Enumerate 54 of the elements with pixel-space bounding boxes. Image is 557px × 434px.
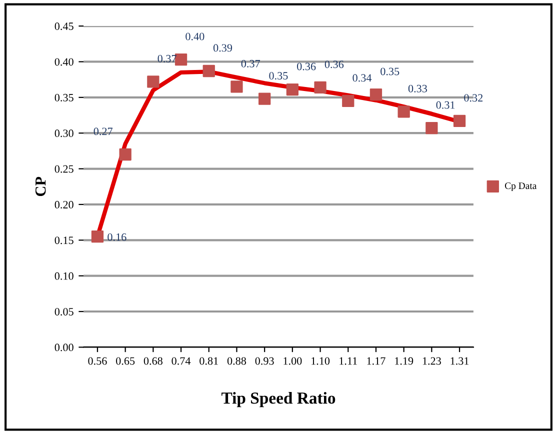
x-tick-label: 1.10 [312,357,330,365]
point [202,64,215,78]
data-label: 0.32 [464,94,483,102]
data-label: 0.31 [436,101,455,109]
x-tick-label: 1.17 [367,357,386,365]
point [286,83,298,96]
x-tick-label: 1.19 [395,357,414,365]
point [398,106,410,118]
data-label: 0.40 [186,32,204,40]
x-tick-label: 0.65 [116,357,135,365]
x-tick-label: 0.56 [88,357,107,365]
data-label: 0.36 [324,60,344,68]
y-tick-label: 0.45 [54,22,74,30]
x-tick-label: 0.74 [172,357,191,365]
point [370,88,382,101]
x-tick-label: 0.68 [144,357,162,365]
data-label: 0.16 [108,233,126,241]
data-label: 0.27 [94,128,113,136]
y-tick-label: 0.20 [54,200,74,208]
y-tick-label: 0.10 [54,272,74,280]
x-tick-label: 0.93 [255,357,274,365]
x-tick-label: 0.88 [227,357,246,365]
y-tick-label: 0.05 [54,308,74,316]
x-axis-title: Tip Speed Ratio [221,392,336,408]
y-axis-title: CP [35,176,46,196]
x-tick-label: 1.31 [450,357,469,365]
point [230,80,243,93]
y-tick-label: 0.15 [54,236,74,244]
y-tick-label: 0.40 [54,58,74,66]
x-tick-label: 1.23 [422,357,441,365]
point [91,230,104,243]
x-tick-label: 0.81 [200,357,218,365]
data-label: 0.35 [380,68,400,76]
data-label: 0.36 [297,62,316,70]
point [342,94,354,108]
point [258,92,271,105]
legend-label: Cp Data [504,182,537,192]
point [119,148,132,161]
point [147,76,160,88]
y-tick-label: 0.00 [54,344,74,352]
x-tick-label: 1.00 [284,357,302,365]
data-label: 0.35 [269,72,288,80]
data-label: 0.39 [213,44,232,52]
point [453,114,466,128]
x-tick-label: 1.11 [340,357,357,365]
data-label: 0.33 [408,84,427,92]
point [174,54,188,66]
y-tick-label: 0.25 [54,165,74,173]
point [426,122,438,134]
data-label: 0.37 [241,60,260,68]
y-tick-label: 0.35 [54,94,74,102]
y-tick-label: 0.30 [54,130,74,138]
data-label: 0.34 [352,74,372,82]
point [314,81,326,94]
